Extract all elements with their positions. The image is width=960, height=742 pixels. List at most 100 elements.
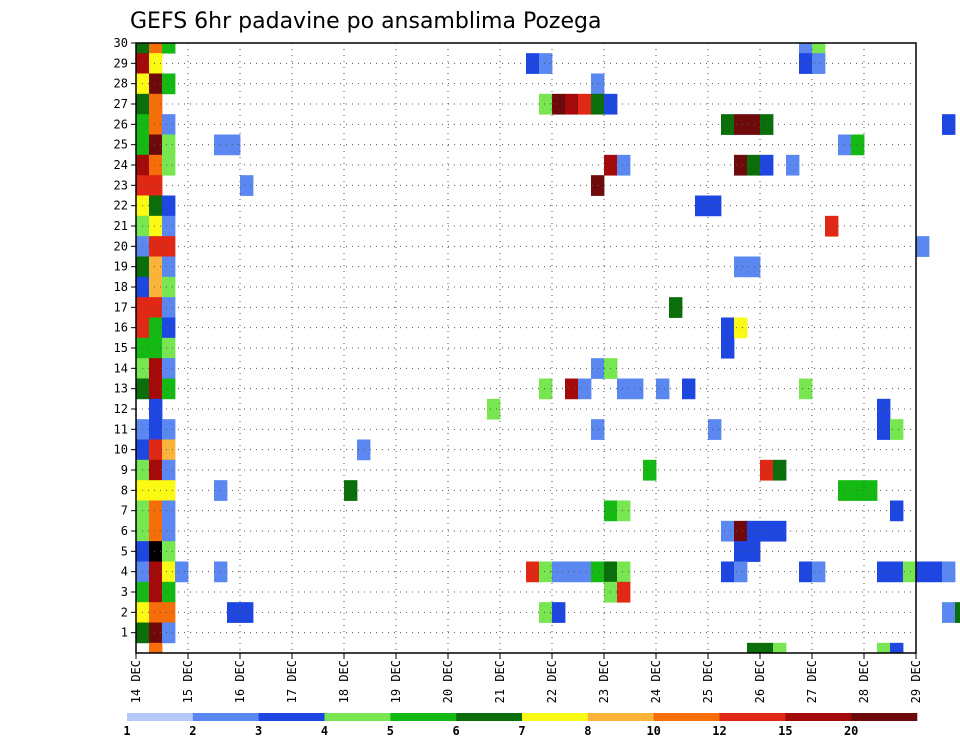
precip-cell [630,378,644,400]
colorbar-swatch [785,713,852,721]
precip-cell [734,561,748,583]
colorbar-swatch [587,713,654,721]
precip-cell [539,378,553,400]
y-tick-label: 13 [114,382,128,396]
precip-cell [162,581,176,603]
precip-cell [721,114,735,135]
precip-cell [149,439,163,461]
precip-cell [864,480,878,501]
y-tick-label: 9 [121,463,128,477]
precip-cell [877,419,891,440]
colorbar-label: 1 [123,724,130,738]
precip-cell [539,561,553,583]
x-tick-label: 17 DEC [285,660,299,703]
precip-cell [162,602,176,623]
x-tick-label: 18 DEC [337,660,351,703]
precip-cell [734,520,748,542]
precip-cell [890,642,904,654]
precip-cell [162,114,176,135]
precip-cell [942,602,956,623]
precip-cell [877,398,891,420]
precip-cell [149,602,163,623]
precip-cell [916,236,930,257]
precip-cell [162,73,176,95]
precip-cell [162,43,176,54]
precip-cell [357,439,371,461]
precip-cell [240,602,254,623]
precip-cell [162,419,176,440]
colorbar-label: 5 [387,724,394,738]
precip-cell [669,297,683,318]
precip-cell [916,561,930,583]
precip-cell [578,561,592,583]
precip-cell [747,541,761,562]
precip-cell [747,114,761,135]
precip-cell [955,602,960,623]
precip-cell [747,256,761,278]
precip-cell [643,459,657,481]
precip-cell [656,378,670,400]
precip-cell [227,134,241,156]
x-tick-label: 21 DEC [493,660,507,703]
x-tick-label: 23 DEC [597,660,611,703]
x-tick-label: 20 DEC [441,660,455,703]
precip-cell [149,459,163,481]
y-tick-label: 14 [114,361,128,375]
y-tick-label: 3 [121,585,128,599]
precip-cells [136,43,960,654]
precip-cell [734,317,748,339]
precip-cell [162,256,176,278]
precip-cell [162,561,176,583]
precip-cell [877,642,891,654]
precip-cell [734,154,748,176]
y-tick-label: 1 [121,626,128,640]
precip-cell [227,602,241,623]
precip-cell [578,93,592,115]
precip-cell [708,419,722,440]
y-tick-label: 24 [114,158,128,172]
precip-cell [149,73,163,95]
precip-cell [747,154,761,176]
precip-cell [149,93,163,115]
precip-cell [240,175,254,196]
precip-cell [162,439,176,461]
y-tick-label: 7 [121,504,128,518]
precip-cell [747,520,761,542]
precip-cell [149,622,163,644]
precip-cell [786,154,800,176]
precip-cell [552,561,566,583]
precip-cell [591,73,605,95]
y-tick-label: 10 [114,443,128,457]
colorbar-label: 4 [321,724,328,738]
precip-cell [162,520,176,542]
precip-cell [695,195,709,217]
y-tick-label: 19 [114,260,128,274]
precip-cell [617,154,631,176]
y-tick-label: 5 [121,544,128,558]
precip-cell [942,114,956,135]
x-tick-label: 25 DEC [701,660,715,703]
colorbar-swatch [127,713,194,721]
y-tick-label: 20 [114,239,128,253]
precip-cell [162,154,176,176]
precip-cell [149,236,163,257]
precip-cell [149,337,163,359]
precip-cell [162,195,176,217]
x-tick-label: 26 DEC [753,660,767,703]
precip-cell [591,419,605,440]
precip-cell [149,276,163,298]
colorbar-swatch [324,713,391,721]
precip-cell [162,378,176,400]
y-axis-ticks: 1234567891011121314151617181920212223242… [114,36,136,640]
precip-cell [162,337,176,359]
chart-title: GEFS 6hr padavine po ansamblima Pozega [130,9,601,34]
colorbar-label: 20 [844,724,858,738]
y-tick-label: 4 [121,565,128,579]
precip-cell [149,398,163,420]
y-tick-label: 8 [121,483,128,497]
precip-cell [734,541,748,562]
precip-cell [539,93,553,115]
precip-cell [149,500,163,522]
precip-cell [799,43,813,54]
precip-cell [591,561,605,583]
